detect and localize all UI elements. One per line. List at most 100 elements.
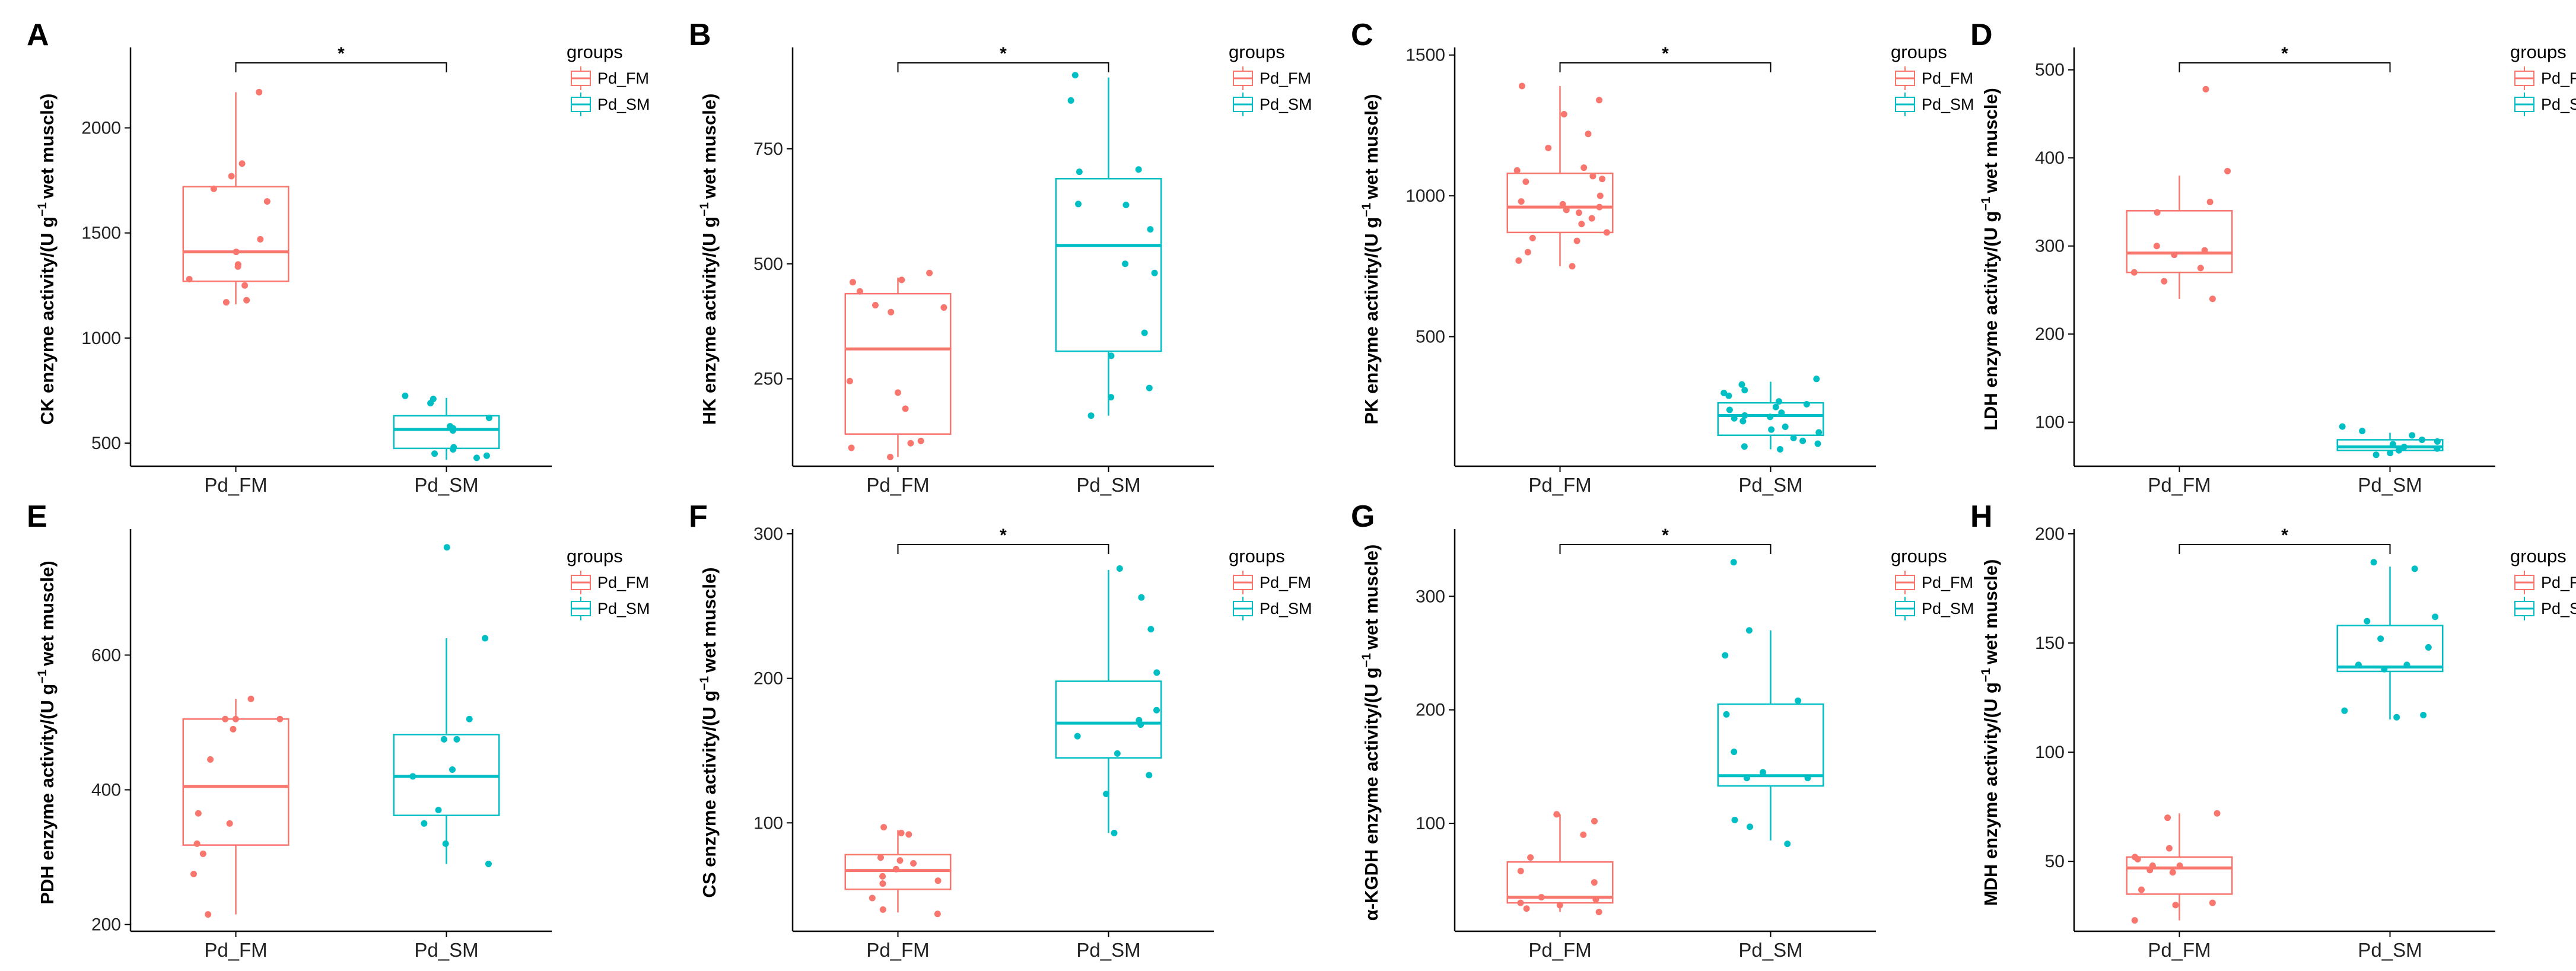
panel-b: B 250 500 750 Pd_FM Pd_SM HK enzyme activity/(… bbox=[689, 18, 1312, 496]
data-point bbox=[2396, 447, 2403, 454]
data-point bbox=[234, 263, 241, 270]
y-axis-title-superscript: −1 bbox=[36, 669, 49, 683]
data-point bbox=[1513, 167, 1521, 174]
data-point bbox=[1518, 82, 1525, 90]
data-point bbox=[1153, 706, 1160, 714]
y-axis-title-end: wet muscle) bbox=[37, 561, 58, 666]
legend-label: Pd_SM bbox=[597, 95, 650, 113]
data-point bbox=[1591, 879, 1598, 886]
data-point bbox=[1725, 392, 1732, 399]
y-tick-label: 100 bbox=[753, 813, 783, 833]
panel-d: D 100 200 300 400 500 Pd_FM Pd_SM LDH enzyme act… bbox=[1970, 18, 2576, 496]
box-pd-fm bbox=[1506, 811, 1614, 915]
box-pd-sm bbox=[393, 392, 500, 461]
data-point bbox=[1111, 829, 1118, 836]
panel-letter: E bbox=[27, 499, 47, 534]
data-point bbox=[1589, 173, 1597, 180]
significance-marker: * bbox=[2281, 44, 2288, 63]
legend-label: Pd_SM bbox=[1260, 95, 1312, 113]
data-point bbox=[898, 829, 905, 836]
data-point bbox=[2161, 278, 2168, 285]
data-point bbox=[856, 288, 863, 295]
data-point bbox=[473, 454, 480, 461]
data-point bbox=[2355, 661, 2362, 668]
data-point bbox=[1803, 401, 1810, 408]
x-tick-label: Pd_SM bbox=[414, 939, 478, 961]
data-point bbox=[1553, 811, 1560, 818]
data-point bbox=[1741, 443, 1748, 450]
y-axis-title-main: PK enzyme activity/(U g bbox=[1361, 217, 1382, 425]
data-point bbox=[210, 185, 217, 192]
data-point bbox=[1767, 413, 1774, 421]
y-axis-title: CK enzyme activity/(U g−1 wet muscle) bbox=[36, 94, 58, 425]
box-pd-sm bbox=[2336, 559, 2444, 721]
significance-marker: * bbox=[1000, 44, 1007, 63]
data-point bbox=[898, 276, 905, 284]
data-point bbox=[1523, 905, 1530, 912]
data-point bbox=[1741, 387, 1748, 394]
box-pd-sm bbox=[2336, 423, 2444, 459]
box-pd-sm bbox=[393, 544, 500, 867]
data-point bbox=[2138, 886, 2145, 893]
panel-letter: A bbox=[27, 18, 49, 52]
data-point bbox=[1599, 176, 1606, 183]
box-pd-fm bbox=[1506, 82, 1614, 270]
box-pd-fm bbox=[844, 269, 952, 460]
box-pd-sm bbox=[1717, 375, 1824, 453]
data-point bbox=[442, 840, 449, 847]
data-point bbox=[2171, 251, 2178, 259]
data-point bbox=[907, 440, 914, 447]
data-point bbox=[409, 773, 416, 780]
data-point bbox=[1591, 817, 1598, 824]
significance-marker: * bbox=[1662, 526, 1669, 545]
data-point bbox=[934, 910, 941, 918]
data-point bbox=[1776, 446, 1783, 453]
legend-label: Pd_SM bbox=[597, 600, 650, 617]
y-tick-label: 500 bbox=[2035, 61, 2065, 80]
data-point bbox=[453, 736, 460, 743]
y-tick-label: 200 bbox=[2035, 524, 2065, 544]
data-point bbox=[431, 450, 438, 457]
y-axis-title-end: wet muscle) bbox=[699, 567, 720, 673]
data-point bbox=[1813, 375, 1820, 383]
y-axis-title-main: MDH enzyme activity/(U g bbox=[1980, 682, 2001, 906]
legend-label: Pd_FM bbox=[1922, 574, 1973, 591]
x-tick-label: Pd_SM bbox=[1738, 474, 1802, 496]
box-iqr bbox=[844, 292, 952, 435]
data-point bbox=[2206, 198, 2214, 205]
y-axis-title-end: wet muscle) bbox=[1361, 94, 1382, 199]
data-point bbox=[2165, 845, 2173, 852]
data-point bbox=[238, 160, 246, 167]
data-point bbox=[2154, 209, 2161, 216]
box-iqr bbox=[1055, 178, 1162, 352]
data-point bbox=[1108, 394, 1115, 401]
y-tick-label: 150 bbox=[2035, 633, 2065, 653]
data-point bbox=[247, 695, 255, 702]
data-point bbox=[1580, 831, 1587, 838]
y-axis-title-main: LDH enzyme activity/(U g bbox=[1980, 211, 2001, 431]
data-point bbox=[879, 906, 886, 913]
data-point bbox=[1518, 198, 1525, 205]
legend-label: Pd_FM bbox=[2541, 69, 2576, 87]
panel-letter: G bbox=[1351, 499, 1375, 534]
y-axis-title-superscript: −1 bbox=[1360, 203, 1373, 217]
significance-bracket bbox=[1559, 62, 1772, 72]
data-point bbox=[1739, 418, 1747, 425]
y-axis-title-main: CK enzyme activity/(U g bbox=[37, 217, 58, 425]
data-point bbox=[1731, 816, 1738, 823]
data-point bbox=[1116, 565, 1123, 572]
data-point bbox=[1556, 902, 1563, 909]
box-pd-sm bbox=[1055, 565, 1162, 836]
y-axis-title-main: PDH enzyme activity/(U g bbox=[37, 684, 58, 905]
legend-title: groups bbox=[2510, 42, 2567, 62]
data-point bbox=[1814, 440, 1821, 447]
data-point bbox=[1147, 626, 1155, 633]
legend-label: Pd_FM bbox=[597, 69, 649, 87]
data-point bbox=[1772, 403, 1779, 410]
y-tick-label: 600 bbox=[91, 645, 121, 665]
significance-marker: * bbox=[1000, 526, 1007, 545]
y-tick-label: 200 bbox=[91, 915, 121, 935]
legend-title: groups bbox=[567, 42, 623, 62]
data-point bbox=[1738, 381, 1745, 388]
